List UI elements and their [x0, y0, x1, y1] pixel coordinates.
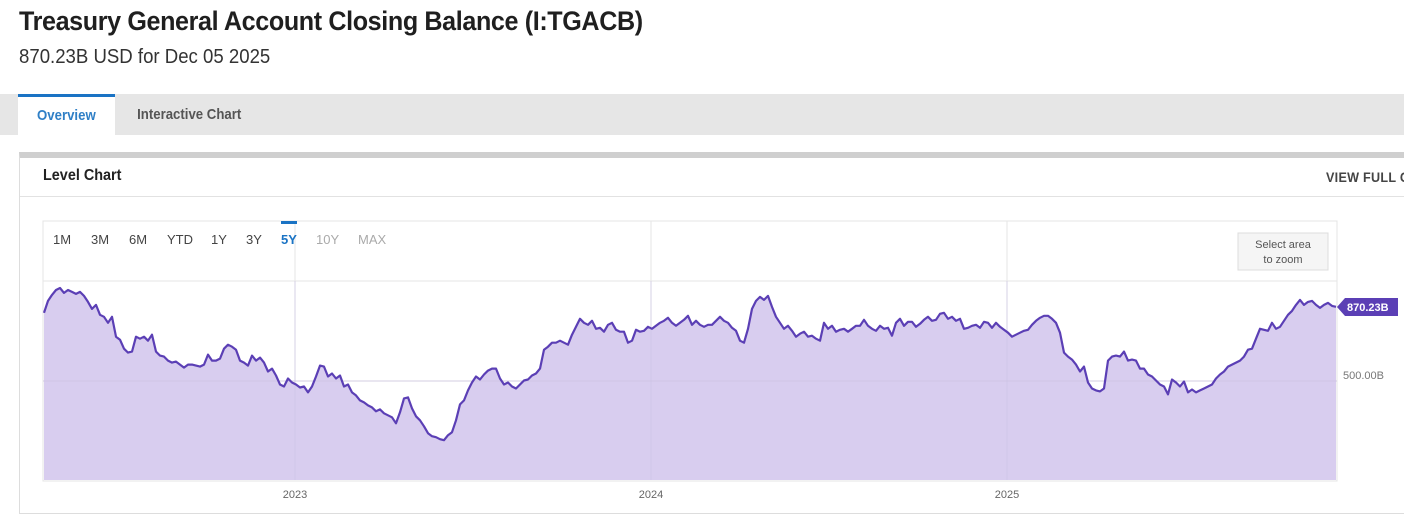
- range-active-indicator: [281, 221, 297, 224]
- range-3m-button[interactable]: 3M: [91, 232, 109, 247]
- range-6m-button[interactable]: 6M: [129, 232, 147, 247]
- x-tick-2024: 2024: [639, 489, 663, 501]
- plot-frame: [42, 220, 1338, 482]
- range-5y-button[interactable]: 5Y: [281, 232, 297, 247]
- page-title: Treasury General Account Closing Balance…: [19, 6, 643, 36]
- range-1m-button[interactable]: 1M: [53, 232, 71, 247]
- range-ytd-button[interactable]: YTD: [167, 232, 193, 247]
- last-value-label: 870.23B: [1347, 302, 1389, 314]
- tab-interactive-chart[interactable]: Interactive Chart: [130, 94, 248, 135]
- tab-overview-label: Overview: [37, 107, 96, 124]
- range-3y-button[interactable]: 3Y: [246, 232, 262, 247]
- series-line: [42, 286, 1337, 442]
- range-selector: 1M 3M 6M YTD 1Y 3Y 5Y 10Y MAX: [53, 232, 387, 247]
- range-1y-button[interactable]: 1Y: [211, 232, 227, 247]
- zoom-hint-line1: Select area: [1255, 239, 1312, 251]
- zoom-hint: Select area to zoom: [1237, 232, 1329, 271]
- tab-bar: Overview Interactive Chart: [0, 94, 1404, 135]
- view-full-chart-link[interactable]: VIEW FULL C: [1326, 169, 1404, 185]
- range-max-button[interactable]: MAX: [358, 232, 387, 247]
- panel-title: Level Chart: [43, 167, 122, 184]
- current-value-subtitle: 870.23B USD for Dec 05 2025: [19, 46, 271, 68]
- tab-interactive-chart-label: Interactive Chart: [137, 106, 242, 123]
- panel-header: Level Chart VIEW FULL C: [20, 158, 1404, 197]
- range-10y-button[interactable]: 10Y: [316, 232, 339, 247]
- zoom-hint-line2: to zoom: [1263, 254, 1302, 266]
- x-tick-2025: 2025: [995, 489, 1019, 501]
- last-value-marker: 870.23B: [1337, 298, 1398, 316]
- tab-overview[interactable]: Overview: [18, 94, 115, 135]
- x-tick-2023: 2023: [283, 489, 307, 501]
- series-area: [44, 288, 1336, 480]
- y-tick-500: 500.00B: [1343, 370, 1384, 382]
